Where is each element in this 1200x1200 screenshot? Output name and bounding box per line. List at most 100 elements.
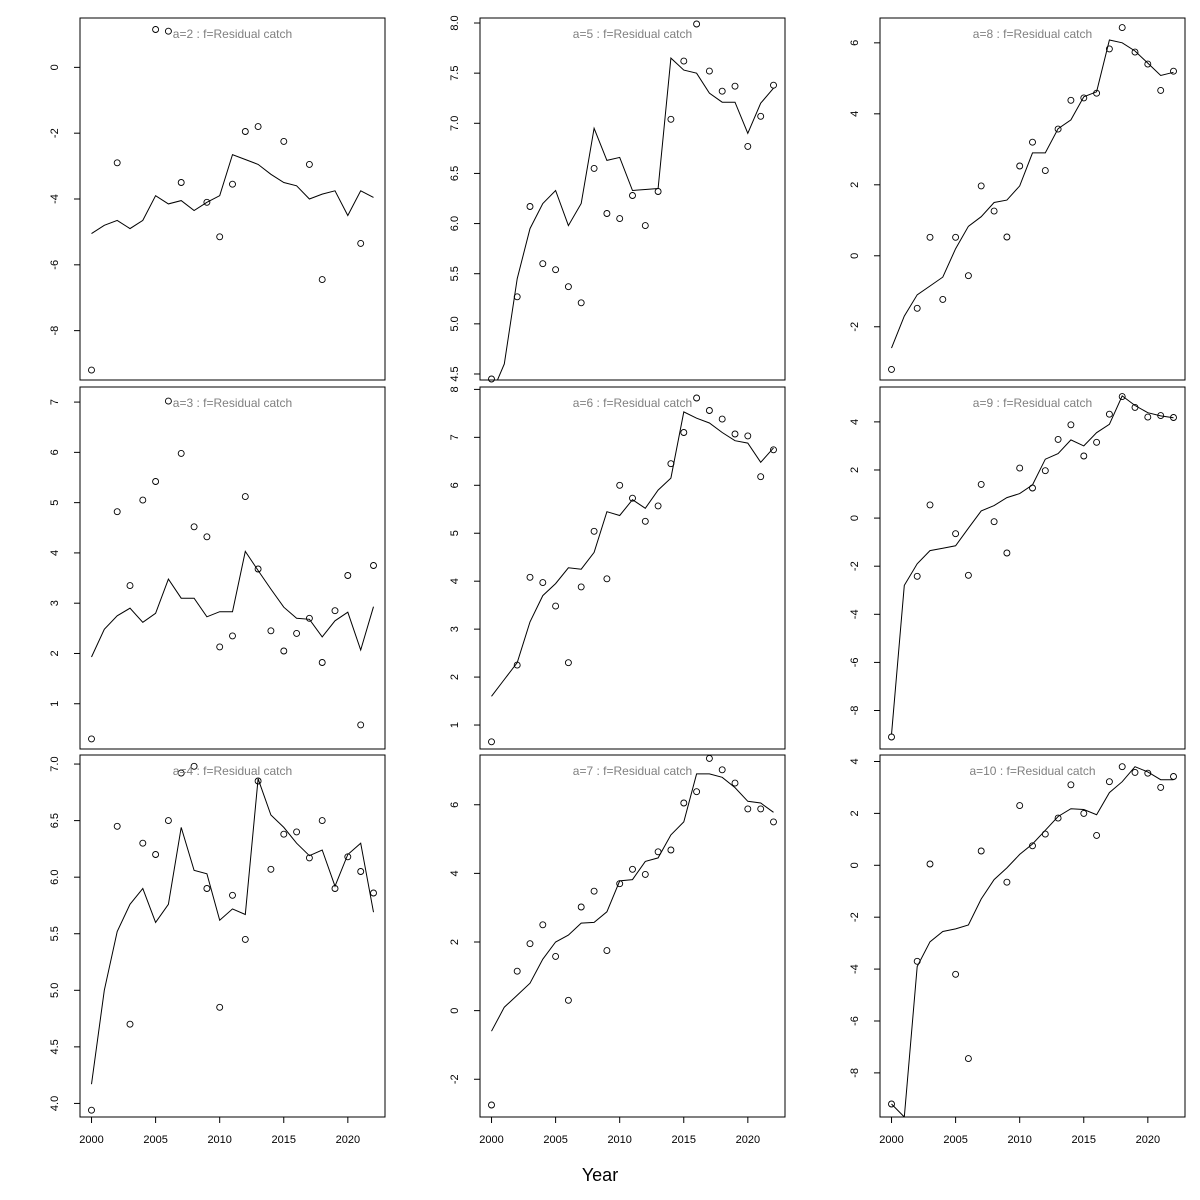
data-point: [1093, 831, 1101, 839]
data-point: [331, 607, 339, 615]
data-point: [305, 854, 313, 862]
y-tick-label: 5.0: [49, 983, 61, 998]
x-tick-label: 2010: [207, 1134, 231, 1146]
panel-8: a=9 : f=Residual catch -8 -6 -4 -2 0 2 4: [849, 386, 1186, 750]
data-point: [1105, 410, 1113, 418]
data-point: [952, 233, 960, 241]
data-point: [603, 210, 611, 217]
panel-title: a=7 : f=Residual catch: [573, 764, 692, 778]
x-tick-label: 2020: [1136, 1134, 1160, 1146]
data-point: [926, 501, 934, 509]
data-point: [526, 203, 534, 210]
data-point: [977, 847, 985, 855]
data-point: [680, 429, 688, 436]
y-tick-label: 6.5: [49, 813, 61, 828]
data-point: [370, 562, 377, 569]
y-tick-label: 4: [449, 870, 461, 876]
data-point: [164, 817, 172, 825]
data-point: [539, 260, 547, 268]
y-tick-label: 3: [449, 626, 461, 632]
data-point: [203, 533, 211, 541]
data-point: [241, 493, 249, 501]
data-point: [267, 865, 275, 873]
panel-title: a=10 : f=Residual catch: [969, 764, 1095, 778]
data-point: [590, 164, 598, 172]
data-point: [616, 880, 624, 888]
x-tick-label: 2015: [1072, 1134, 1096, 1146]
panel-frame: [79, 386, 386, 750]
data-point: [526, 940, 534, 948]
data-point: [1131, 403, 1139, 411]
data-point: [152, 851, 160, 858]
data-point: [654, 848, 662, 856]
data-point: [757, 473, 765, 481]
data-point: [318, 659, 326, 666]
data-point: [552, 266, 560, 274]
x-tick-label: 2005: [143, 1134, 167, 1146]
data-point: [577, 299, 585, 307]
y-tick-label: -8: [849, 1068, 861, 1078]
y-tick-label: 4.5: [449, 366, 461, 381]
panel-title: a=9 : f=Residual catch: [973, 396, 1092, 410]
y-tick-label: 4: [849, 111, 861, 117]
y-tick-label: 6.0: [49, 870, 61, 885]
data-point: [629, 494, 636, 502]
y-tick-label: 0: [849, 515, 861, 521]
data-point: [964, 272, 972, 280]
data-point: [526, 573, 534, 581]
fit-line: [891, 766, 1174, 1117]
data-point: [1016, 802, 1024, 810]
data-point: [977, 480, 985, 488]
data-point: [888, 365, 895, 373]
data-point: [88, 366, 95, 374]
y-tick-label: 7.5: [449, 66, 461, 81]
y-tick-label: 2: [449, 674, 461, 680]
panel-title: a=5 : f=Residual catch: [573, 27, 692, 41]
data-point: [113, 822, 121, 830]
y-tick-label: 6.0: [449, 216, 461, 231]
data-point: [939, 295, 947, 303]
panel-title: a=2 : f=Residual catch: [173, 27, 292, 41]
x-tick-label: 2005: [543, 1134, 567, 1146]
y-tick-label: 7.0: [49, 756, 61, 771]
data-point: [293, 629, 301, 637]
data-point: [693, 394, 701, 402]
data-point: [952, 530, 960, 538]
data-point: [88, 1106, 95, 1114]
data-point: [305, 614, 313, 622]
data-point: [913, 957, 921, 965]
y-tick-label: 5: [449, 530, 461, 536]
y-tick-label: 7: [49, 399, 61, 405]
y-tick-label: -6: [49, 260, 61, 270]
data-point: [926, 233, 934, 241]
y-tick-label: 2: [849, 467, 861, 473]
data-point: [564, 283, 572, 291]
y-tick-label: -2: [49, 128, 61, 138]
data-point: [216, 643, 224, 651]
data-point: [552, 952, 560, 960]
data-point: [1003, 233, 1011, 241]
panel-frame: [879, 754, 1186, 1118]
y-tick-label: 4: [849, 419, 861, 425]
y-tick-label: 4.5: [49, 1039, 61, 1054]
fit-line: [91, 550, 374, 658]
y-tick-label: 5: [49, 500, 61, 506]
data-point: [913, 304, 921, 312]
y-tick-label: 2: [49, 650, 61, 656]
data-point: [641, 517, 649, 525]
data-point: [164, 397, 172, 405]
data-point: [1157, 783, 1165, 791]
data-point: [539, 921, 547, 929]
x-tick-label: 2010: [1007, 1134, 1031, 1146]
panel-9: a=10 : f=Residual catch -8 -6 -4 -2 0 2 4 2000 20…: [849, 754, 1186, 1146]
data-point: [564, 659, 572, 667]
y-tick-label: -4: [49, 194, 61, 204]
y-tick-label: 0: [849, 862, 861, 868]
data-point: [254, 123, 262, 131]
data-point: [731, 430, 739, 438]
data-point: [1157, 412, 1165, 420]
data-point: [190, 762, 198, 770]
panel-title: a=3 : f=Residual catch: [173, 396, 292, 410]
data-point: [667, 460, 675, 468]
y-tick-label: -2: [849, 561, 861, 571]
